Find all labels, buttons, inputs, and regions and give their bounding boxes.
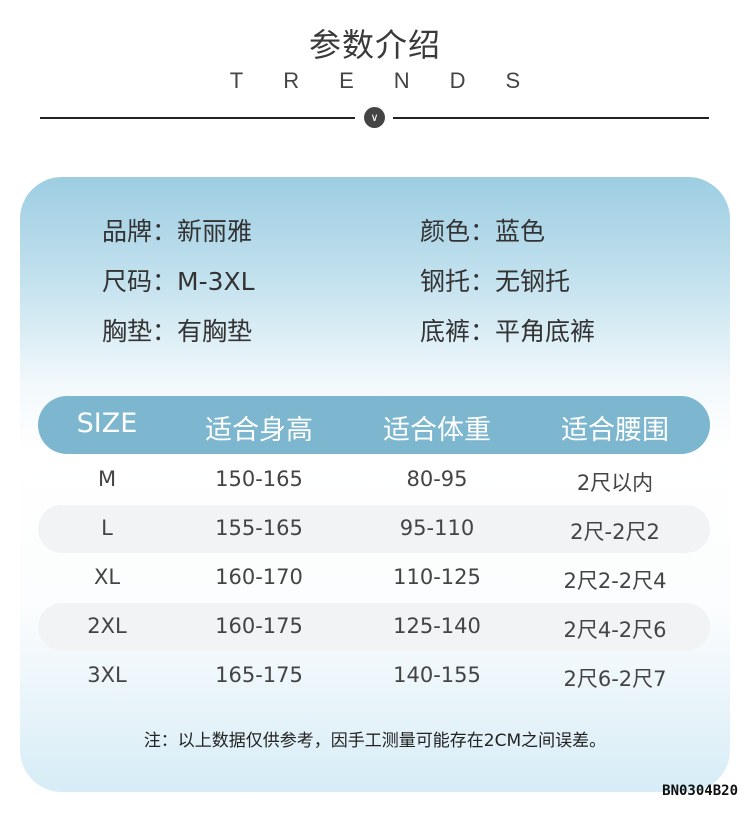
page-subtitle: TRENDS (229, 68, 561, 93)
spec-label: 底裤： (420, 317, 496, 346)
spec-label: 品牌： (102, 217, 178, 246)
cell-waist: 2尺以内 (576, 471, 654, 495)
header-weight: 适合体重 (383, 415, 491, 446)
cell-waist: 2尺-2尺2 (570, 520, 660, 544)
cell-size: L (101, 516, 113, 540)
spec-value: 平角底裤 (495, 317, 596, 346)
spec-label: 钢托： (420, 267, 496, 296)
chevron-down-icon: ∨ (364, 107, 385, 128)
cell-weight: 125-140 (393, 614, 481, 638)
spec-label: 胸垫： (102, 317, 178, 346)
spec-color: 颜色：蓝色 (420, 212, 545, 248)
cell-height: 160-170 (215, 565, 303, 589)
spec-underwire: 钢托：无钢托 (420, 262, 570, 298)
divider-left (40, 117, 355, 119)
divider-right (393, 117, 709, 119)
cell-weight: 110-125 (393, 565, 481, 589)
product-code: BN0304B20 (662, 783, 738, 799)
cell-waist: 2尺4-2尺6 (563, 618, 667, 642)
cell-weight: 95-110 (399, 516, 475, 540)
measurement-note: 注：以上数据仅供参考，因手工测量可能存在2CM之间误差。 (143, 731, 607, 751)
table-row: 2XL 160-175 125-140 2尺4-2尺6 (38, 603, 710, 651)
spec-value: 有胸垫 (177, 317, 253, 346)
cell-size: M (97, 467, 117, 491)
cell-height: 160-175 (215, 614, 303, 638)
cell-weight: 140-155 (393, 663, 481, 687)
table-row: L 155-165 95-110 2尺-2尺2 (38, 505, 710, 553)
spec-value: 蓝色 (495, 217, 546, 246)
header-waist: 适合腰围 (561, 415, 669, 446)
cell-height: 150-165 (215, 467, 303, 491)
cell-waist: 2尺2-2尺4 (563, 569, 667, 593)
cell-size: XL (93, 565, 121, 589)
table-row: M 150-165 80-95 2尺以内 (38, 456, 710, 504)
cell-waist: 2尺6-2尺7 (563, 667, 667, 691)
spec-card (20, 177, 730, 792)
spec-padding: 胸垫：有胸垫 (102, 312, 252, 348)
spec-label: 颜色： (420, 217, 496, 246)
page-title: 参数介绍 (308, 26, 441, 64)
header-height: 适合身高 (205, 415, 313, 446)
cell-size: 3XL (87, 663, 127, 687)
cell-weight: 80-95 (406, 467, 468, 491)
cell-size: 2XL (87, 614, 127, 638)
table-row: 3XL 165-175 140-155 2尺6-2尺7 (38, 652, 710, 700)
spec-value: M-3XL (177, 267, 255, 296)
spec-bottoms: 底裤：平角底裤 (420, 312, 595, 348)
header-size: SIZE (76, 408, 138, 439)
spec-value: 新丽雅 (177, 217, 253, 246)
spec-label: 尺码： (102, 267, 178, 296)
cell-height: 155-165 (215, 516, 303, 540)
spec-brand: 品牌：新丽雅 (102, 212, 252, 248)
table-row: XL 160-170 110-125 2尺2-2尺4 (38, 554, 710, 602)
size-table-header: SIZE 适合身高 适合体重 适合腰围 (38, 396, 710, 454)
spec-size: 尺码：M-3XL (102, 262, 255, 298)
cell-height: 165-175 (215, 663, 303, 687)
spec-value: 无钢托 (495, 267, 571, 296)
